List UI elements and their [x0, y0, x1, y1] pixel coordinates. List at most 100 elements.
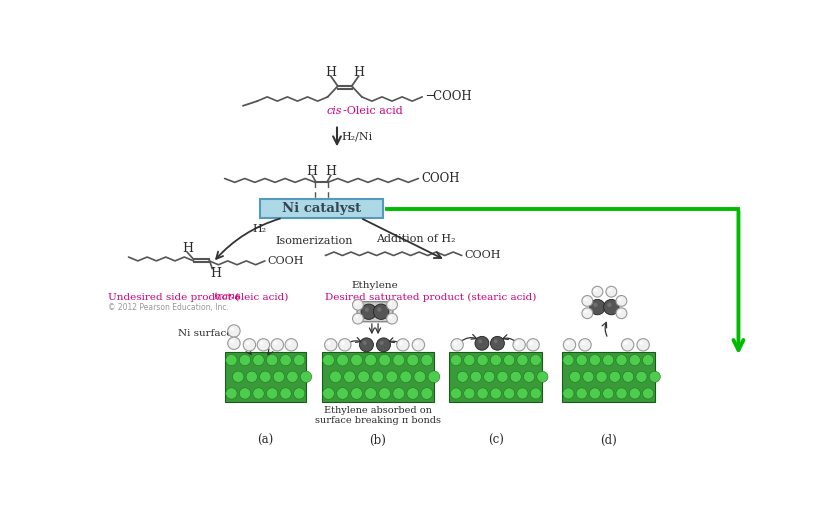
Text: (d): (d) — [600, 434, 617, 447]
Circle shape — [246, 341, 250, 345]
Text: (c): (c) — [488, 434, 504, 447]
Circle shape — [386, 299, 397, 310]
Circle shape — [583, 371, 594, 382]
Circle shape — [293, 388, 305, 399]
Circle shape — [451, 354, 461, 365]
Text: Isomerization: Isomerization — [275, 236, 353, 246]
Circle shape — [300, 371, 312, 382]
Circle shape — [230, 340, 234, 343]
Circle shape — [630, 354, 640, 365]
Circle shape — [608, 288, 612, 292]
Circle shape — [453, 341, 457, 345]
Circle shape — [490, 388, 502, 399]
Circle shape — [351, 387, 363, 400]
Circle shape — [621, 339, 634, 351]
Circle shape — [624, 341, 628, 345]
Circle shape — [288, 341, 292, 345]
Circle shape — [252, 354, 264, 366]
Circle shape — [421, 354, 433, 366]
Circle shape — [643, 354, 654, 365]
Text: cis: cis — [327, 106, 343, 116]
Circle shape — [604, 299, 619, 315]
Text: Undesired side product (: Undesired side product ( — [109, 292, 239, 301]
Circle shape — [603, 354, 614, 365]
Circle shape — [517, 354, 528, 365]
Text: H: H — [210, 267, 221, 280]
Text: COOH: COOH — [268, 256, 303, 266]
Circle shape — [576, 354, 587, 365]
Circle shape — [271, 339, 283, 351]
Circle shape — [503, 354, 515, 365]
Circle shape — [359, 338, 374, 352]
Text: trans: trans — [213, 292, 240, 301]
Circle shape — [414, 371, 426, 383]
Circle shape — [230, 327, 234, 331]
Circle shape — [584, 298, 588, 301]
Text: Addition of H₂: Addition of H₂ — [375, 234, 456, 244]
Text: Ni catalyst: Ni catalyst — [282, 202, 361, 215]
Circle shape — [477, 354, 488, 365]
Circle shape — [339, 339, 351, 351]
Circle shape — [399, 341, 403, 345]
Circle shape — [503, 388, 515, 399]
Circle shape — [267, 354, 278, 366]
Circle shape — [530, 388, 542, 399]
Circle shape — [364, 387, 376, 400]
Circle shape — [337, 387, 349, 400]
Circle shape — [616, 296, 627, 306]
Circle shape — [400, 371, 411, 383]
Circle shape — [344, 371, 355, 383]
Circle shape — [379, 354, 390, 366]
Circle shape — [280, 354, 292, 366]
Circle shape — [643, 388, 654, 399]
Circle shape — [490, 354, 502, 365]
Circle shape — [569, 371, 581, 382]
Circle shape — [364, 354, 376, 366]
Circle shape — [227, 337, 240, 350]
Circle shape — [358, 371, 370, 383]
Circle shape — [510, 371, 522, 382]
Circle shape — [324, 339, 337, 351]
Text: Ethylene absorbed on: Ethylene absorbed on — [324, 406, 431, 415]
Circle shape — [563, 339, 576, 351]
Circle shape — [280, 388, 292, 399]
Circle shape — [623, 371, 634, 382]
Circle shape — [396, 339, 409, 351]
Circle shape — [451, 388, 461, 399]
Text: (a): (a) — [257, 434, 273, 447]
Circle shape — [589, 354, 600, 365]
Circle shape — [353, 299, 364, 310]
Circle shape — [581, 341, 585, 345]
Circle shape — [239, 388, 251, 399]
Circle shape — [323, 387, 334, 400]
Circle shape — [407, 354, 419, 366]
Circle shape — [527, 339, 539, 351]
Text: H: H — [307, 165, 318, 178]
FancyBboxPatch shape — [357, 302, 393, 322]
Text: -oleic acid): -oleic acid) — [231, 292, 288, 301]
Circle shape — [323, 354, 334, 366]
Circle shape — [491, 337, 504, 350]
Circle shape — [457, 371, 468, 382]
Text: H₂/Ni: H₂/Ni — [342, 132, 373, 142]
Circle shape — [285, 339, 298, 351]
Circle shape — [497, 371, 508, 382]
Text: H₂: H₂ — [252, 224, 267, 234]
Circle shape — [428, 371, 440, 383]
Text: H: H — [353, 66, 364, 79]
Text: H: H — [325, 66, 336, 79]
Circle shape — [484, 371, 495, 382]
Circle shape — [477, 388, 488, 399]
Circle shape — [415, 341, 419, 345]
Circle shape — [287, 371, 298, 382]
Circle shape — [273, 371, 284, 382]
Circle shape — [260, 371, 271, 382]
Circle shape — [640, 341, 644, 345]
Bar — [225, 352, 306, 402]
Circle shape — [523, 371, 535, 382]
Circle shape — [293, 354, 305, 366]
Circle shape — [451, 339, 463, 351]
Circle shape — [616, 308, 627, 319]
Circle shape — [354, 316, 358, 319]
Circle shape — [389, 301, 392, 305]
